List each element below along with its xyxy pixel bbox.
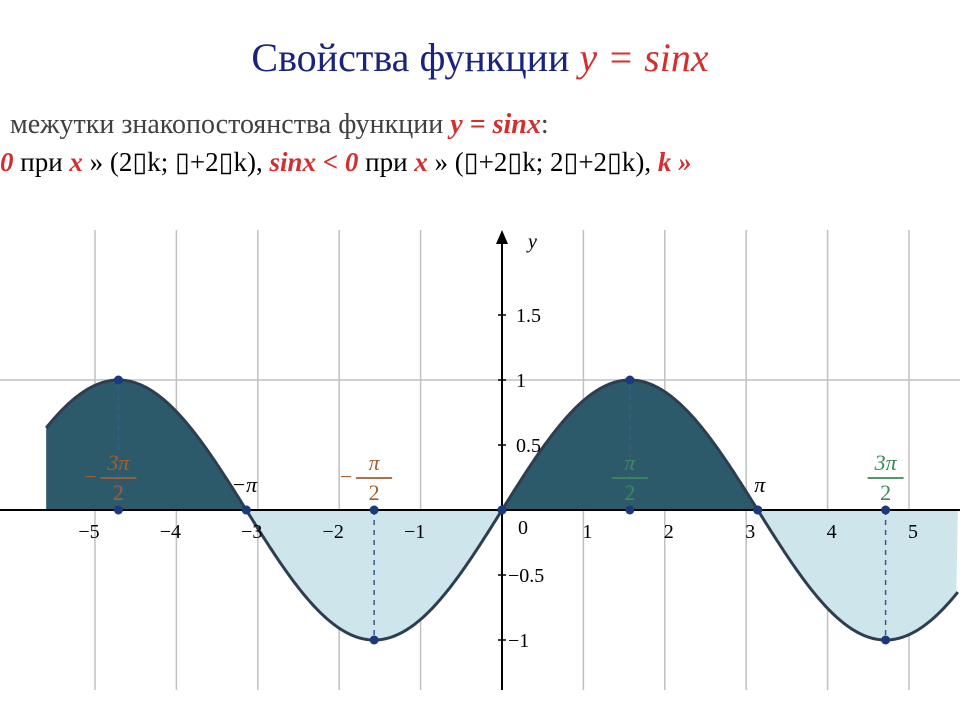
svg-text:−1: −1 [404,521,425,543]
l2-p9: k » [658,147,692,177]
slide-title: Свойства функции y = sinx [0,0,960,81]
svg-text:−3: −3 [241,521,262,543]
svg-text:π: π [369,450,381,475]
svg-text:−: − [340,464,352,489]
svg-text:−0.5: −0.5 [508,565,544,587]
svg-text:1: 1 [516,370,526,392]
svg-text:π: π [754,472,766,497]
l2-p7: x [414,147,428,177]
svg-text:1: 1 [582,521,592,543]
sine-chart: −5−4−3−2−1123450.511.5−0.5−1−1.50y−3π2−π… [0,230,960,690]
svg-text:2: 2 [880,480,891,505]
title-func: y = sinx [579,35,708,80]
svg-text:5: 5 [908,521,918,543]
svg-text:0.5: 0.5 [516,435,541,457]
svg-text:−π: −π [231,472,258,497]
intervals-line: 0 при x » (2▯k; ▯+2▯k), sinx < 0 при x »… [0,147,960,178]
svg-text:−5: −5 [78,521,99,543]
svg-text:2: 2 [664,521,674,543]
line1-suffix: : [541,109,549,140]
svg-text:1.5: 1.5 [516,305,541,327]
l2-p6: при [358,147,414,177]
svg-text:3π: 3π [106,450,130,475]
l2-p2: при [14,147,70,177]
title-prefix: Свойства функции [251,35,579,80]
svg-text:4: 4 [827,521,837,543]
l2-p3: x [69,147,83,177]
svg-text:3π: 3π [874,450,898,475]
svg-text:−4: −4 [160,521,181,543]
subtitle-line: межутки знакопостоянства функции y = sin… [10,109,960,141]
l2-p1: 0 [0,147,14,177]
l2-p8: » (▯+2▯k; 2▯+2▯k), [428,147,658,177]
svg-text:3: 3 [745,521,755,543]
line1-prefix: межутки знакопостоянства функции [10,109,450,140]
svg-text:π: π [624,450,636,475]
svg-text:2: 2 [113,480,124,505]
svg-text:2: 2 [624,480,635,505]
l2-p4: » (2▯k; ▯+2▯k), [83,147,270,177]
svg-text:2: 2 [369,480,380,505]
svg-text:−2: −2 [323,521,344,543]
svg-text:−1: −1 [508,630,529,652]
l2-p5: sinx < 0 [269,147,358,177]
svg-text:0: 0 [518,517,528,539]
line1-func: y = sinx [450,109,541,140]
svg-text:−: − [84,464,96,489]
svg-text:y: y [526,231,537,253]
